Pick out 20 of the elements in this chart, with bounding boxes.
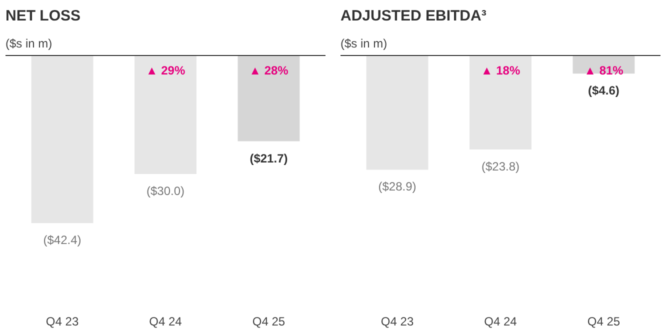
x-tick-label: Q4 24 [149, 314, 182, 328]
chart-title: NET LOSS [6, 8, 81, 24]
annotation: ▲ 28% [249, 64, 289, 78]
data-label: ($28.9) [378, 180, 416, 194]
annotation: ▲ 81% [584, 64, 624, 78]
annotation: ▲ 18% [480, 64, 520, 78]
data-label: ($30.0) [146, 184, 185, 198]
x-tick-label: Q4 25 [587, 314, 620, 328]
x-tick-label: Q4 25 [252, 314, 286, 328]
data-label: ($21.7) [250, 151, 288, 166]
data-label: ($42.4) [43, 233, 82, 248]
x-tick-label: Q4 24 [484, 314, 518, 328]
data-label: ($4.6) [588, 84, 620, 98]
data-label: ($23.8) [481, 160, 520, 174]
x-tick-label: Q4 23 [380, 314, 414, 328]
annotation: ▲ 29% [146, 64, 186, 78]
chart-subtitle: ($s in m) [6, 36, 52, 50]
chart-subtitle: ($s in m) [340, 36, 388, 50]
chart-title: ADJUSTED EBITDA³ [340, 8, 486, 24]
x-tick-label: Q4 23 [46, 314, 79, 328]
